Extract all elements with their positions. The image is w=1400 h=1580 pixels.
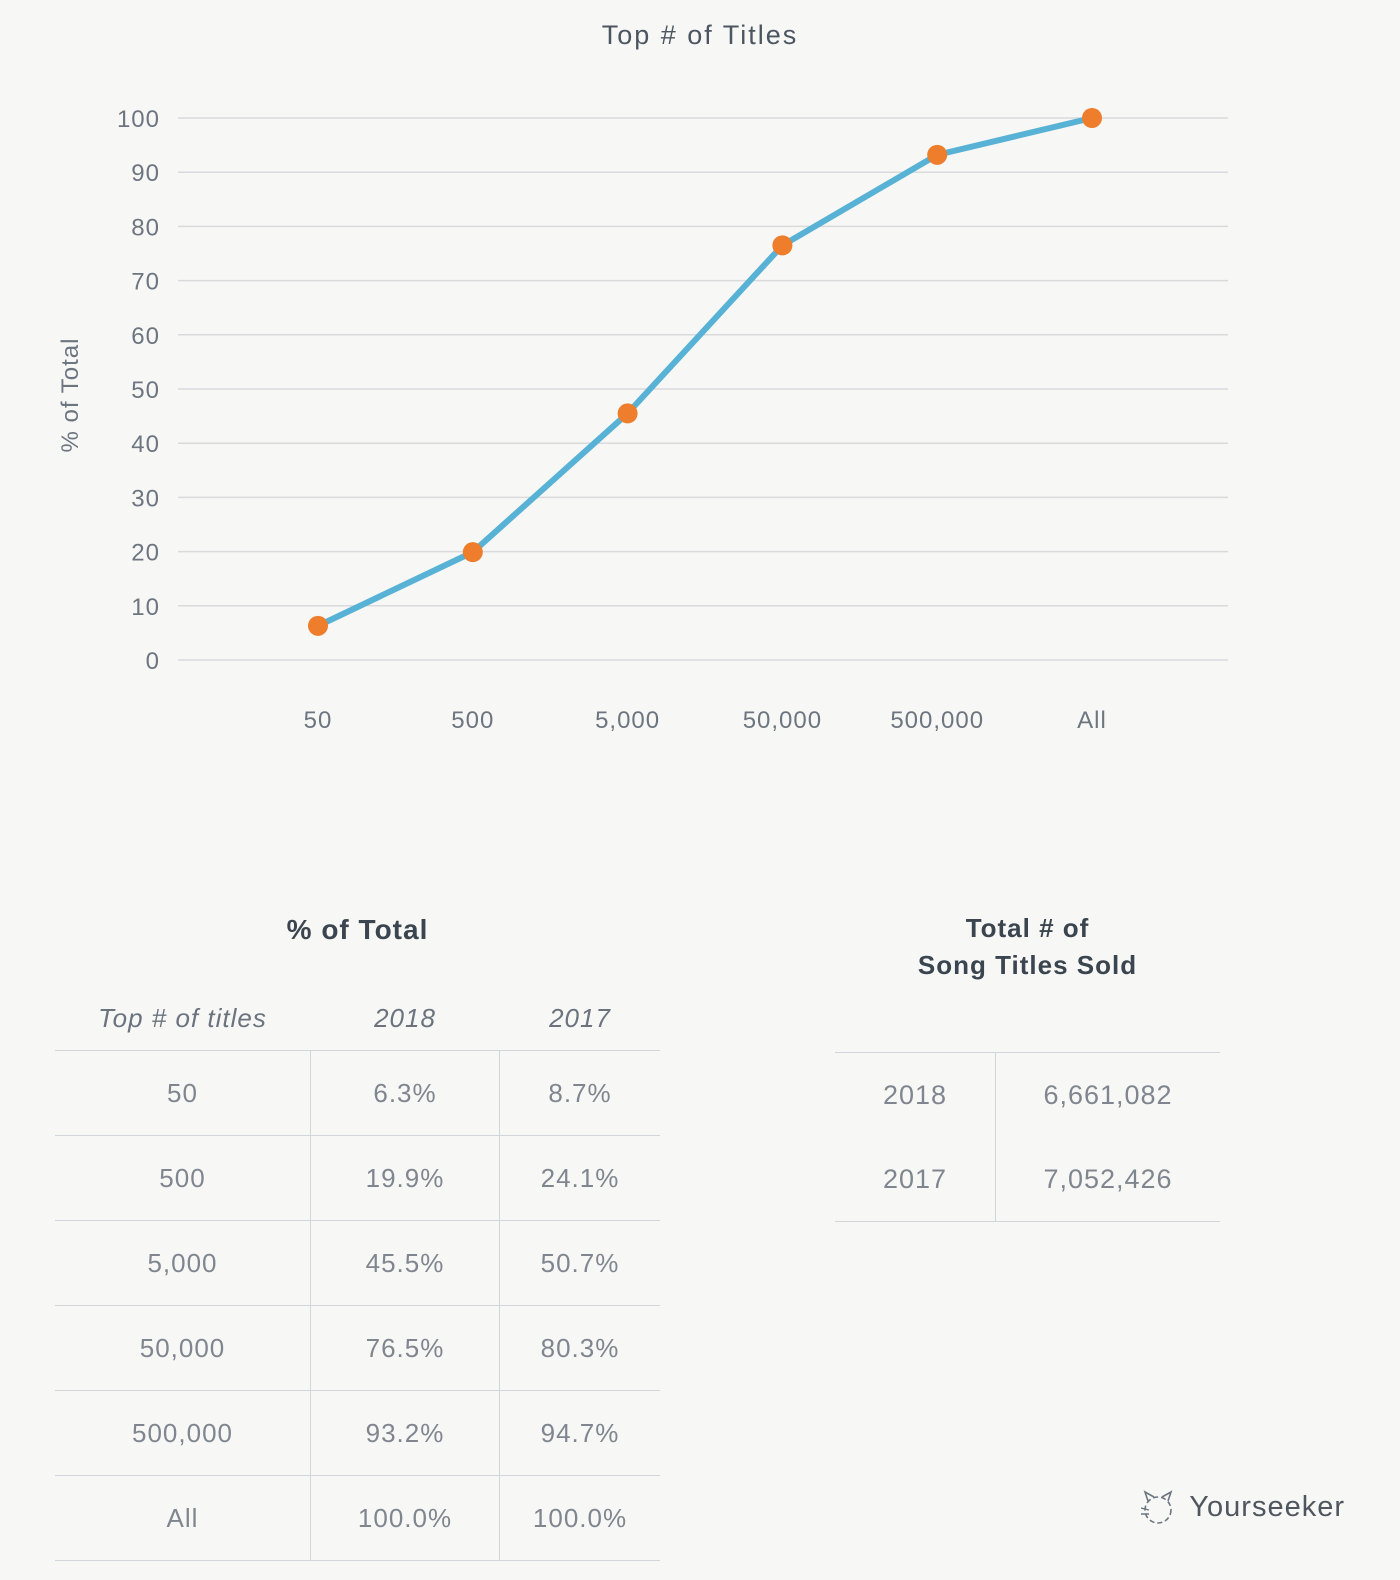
pct-table-cell: 6.3% xyxy=(310,1050,500,1135)
x-tick-label: 50 xyxy=(304,707,333,734)
chart-title: Top # of Titles xyxy=(601,20,799,50)
y-tick-label: 80 xyxy=(131,214,160,241)
y-tick-label: 10 xyxy=(131,594,160,621)
pct-table-cell: 50 xyxy=(55,1050,310,1135)
pct-table-cell: 76.5% xyxy=(310,1305,500,1390)
pct-table-column-header: Top # of titles xyxy=(98,1002,267,1033)
pct-table-cell: 8.7% xyxy=(500,1050,660,1135)
pct-table-cell: 50.7% xyxy=(500,1220,660,1305)
totals-title-line2: Song Titles Sold xyxy=(917,950,1138,980)
pct-table-cell: 50,000 xyxy=(55,1305,310,1390)
y-tick-label: 20 xyxy=(131,540,160,567)
data-point-marker xyxy=(617,403,638,424)
totals-table: Total # of Song Titles Sold 2018 6,661,08… xyxy=(835,910,1220,1222)
pct-table-column-header: 2018 xyxy=(374,1002,436,1033)
pct-table-cell: 45.5% xyxy=(310,1220,500,1305)
pct-table-cell: 100.0% xyxy=(310,1475,500,1561)
series-line xyxy=(315,115,1095,629)
pct-table-cell: All xyxy=(55,1475,310,1561)
sketch-cat-icon xyxy=(1141,1490,1173,1524)
pct-table-cell: 80.3% xyxy=(500,1305,660,1390)
x-tick-label: 5,000 xyxy=(595,707,660,734)
brand-name: Yourseeker xyxy=(1189,1490,1345,1523)
pct-table-cell: 24.1% xyxy=(500,1135,660,1220)
totals-table-cell: 6,661,082 xyxy=(995,1053,1220,1137)
data-point-marker xyxy=(462,542,483,563)
data-point-marker xyxy=(927,144,948,165)
data-point-marker xyxy=(772,235,793,256)
y-tick-label: 40 xyxy=(131,431,160,458)
y-tick-label: 100 xyxy=(117,106,160,133)
brand-footer: Yourseeker xyxy=(1137,1486,1345,1528)
y-tick-label: 60 xyxy=(131,323,160,350)
pct-table-cell: 500 xyxy=(55,1135,310,1220)
pct-table-cell: 100.0% xyxy=(500,1475,660,1561)
y-tick-label: 0 xyxy=(146,648,160,675)
chart-canvas: 0 10 20 30 40 50 60 70 80 90 100 50 500 5,000 50,000 50… xyxy=(117,106,1228,734)
y-tick-label: 50 xyxy=(131,377,160,404)
pct-table-column-header: 2017 xyxy=(549,1002,611,1033)
data-point-marker xyxy=(308,615,328,636)
x-tick-label: 500,000 xyxy=(890,707,984,734)
totals-title-line1: Total # of xyxy=(965,913,1090,943)
totals-table-grid: 2018 6,661,082 2017 7,052,426 xyxy=(835,1052,1220,1222)
x-tick-label: 50,000 xyxy=(743,707,822,734)
y-tick-label: 70 xyxy=(131,269,160,296)
pct-table-cell: 19.9% xyxy=(310,1135,500,1220)
totals-table-cell: 7,052,426 xyxy=(995,1137,1220,1221)
totals-table-cell: 2017 xyxy=(882,1163,948,1194)
data-point-marker xyxy=(1082,108,1102,128)
pct-table-cell: 500,000 xyxy=(55,1390,310,1475)
totals-table-cell: 2018 xyxy=(882,1079,948,1110)
x-tick-label: All xyxy=(1077,707,1107,734)
pct-table-title: % of Total xyxy=(286,914,429,945)
x-tick-label: 500 xyxy=(451,707,494,734)
pct-table-grid: Top # of titles 2018 2017 50 6.3% 8.7% 500 19.9… xyxy=(55,986,660,1561)
pct-of-total-table: % of Total Top # of titles 2018 2017 50 6.3%… xyxy=(55,910,660,1561)
pct-table-cell: 94.7% xyxy=(500,1390,660,1475)
pct-table-cell: 93.2% xyxy=(310,1390,500,1475)
totals-table-title: Total # of Song Titles Sold xyxy=(835,910,1220,984)
pct-table-cell: 5,000 xyxy=(55,1220,310,1305)
y-tick-label: 30 xyxy=(131,485,160,512)
y-tick-label: 90 xyxy=(131,160,160,187)
